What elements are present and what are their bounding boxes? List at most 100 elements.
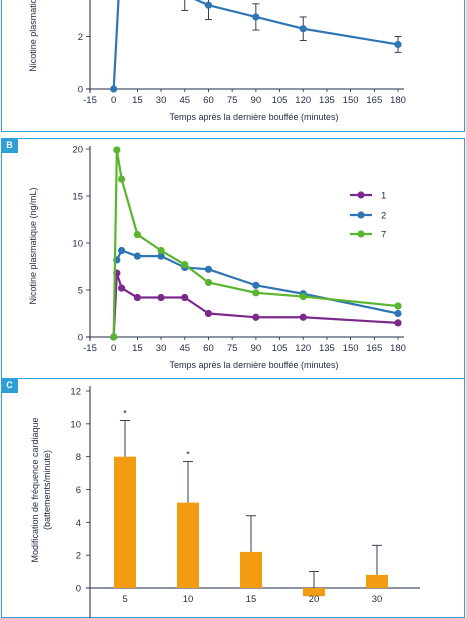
y-tick-label: 0 bbox=[78, 333, 83, 344]
series-line bbox=[112, 0, 399, 90]
y-tick-label: 15 bbox=[72, 192, 83, 203]
data-point bbox=[110, 333, 118, 341]
y-tick-label: 10 bbox=[72, 239, 83, 250]
series-line bbox=[115, 249, 399, 315]
x-tick-label: 30 bbox=[156, 343, 167, 354]
data-point bbox=[299, 313, 307, 321]
panel-c-badge: C bbox=[1, 378, 18, 393]
series-line bbox=[112, 148, 399, 338]
legend-label: 2 bbox=[381, 211, 386, 222]
y-axis-title: Nicotine plasmatique bbox=[28, 0, 38, 72]
x-tick-label: -15 bbox=[83, 95, 97, 106]
x-axis-title: Temps après la dernière bouffée (minutes… bbox=[170, 112, 339, 122]
y-tick-label: 20 bbox=[72, 145, 83, 156]
data-point bbox=[117, 284, 126, 292]
x-tick-label: 45 bbox=[179, 95, 190, 106]
legend-swatch-marker bbox=[357, 230, 365, 238]
x-tick-label: 75 bbox=[227, 343, 238, 354]
x-tick-label: 165 bbox=[366, 343, 382, 354]
data-point bbox=[299, 25, 307, 33]
bar bbox=[114, 456, 136, 588]
significance-marker: * bbox=[123, 409, 127, 420]
x-tick-label: 60 bbox=[203, 343, 214, 354]
data-point bbox=[252, 313, 260, 321]
y-axis-title: Nicotine plasmatique (ng/mL) bbox=[28, 187, 38, 304]
data-point bbox=[204, 265, 213, 273]
data-point bbox=[117, 175, 126, 183]
series-line bbox=[112, 271, 399, 338]
y-tick-label: 2 bbox=[78, 32, 83, 43]
y-axis-title-line-2: (battements/minute) bbox=[42, 450, 52, 530]
x-tick-label: 135 bbox=[319, 95, 335, 106]
data-point bbox=[157, 252, 165, 260]
bar bbox=[240, 551, 262, 588]
data-point bbox=[204, 309, 213, 318]
x-tick-label: 105 bbox=[272, 95, 288, 106]
data-point bbox=[394, 309, 402, 318]
data-point bbox=[252, 13, 260, 21]
data-point bbox=[394, 319, 402, 327]
data-point bbox=[181, 261, 189, 269]
data-point bbox=[133, 252, 141, 260]
data-point bbox=[133, 293, 141, 302]
y-tick-label: 10 bbox=[70, 419, 81, 430]
y-tick-label: 6 bbox=[76, 485, 81, 496]
data-point bbox=[299, 292, 307, 301]
x-tick-label: 45 bbox=[179, 343, 190, 354]
panel-b-badge: B bbox=[1, 138, 18, 153]
legend-swatch-marker bbox=[357, 211, 365, 219]
x-tick-label: 15 bbox=[132, 95, 143, 106]
data-point bbox=[157, 246, 165, 255]
chart-c: 0 2 4 6 8 10 12 Modification de fréquence cardi… bbox=[30, 386, 420, 618]
panel-a-frame bbox=[1, 0, 465, 132]
data-point bbox=[252, 289, 260, 297]
legend-label: 1 bbox=[381, 191, 386, 202]
data-point bbox=[133, 230, 141, 239]
chart-b: -15 0 15 30 45 60 75 90 105 120 135 150 165 180051015… bbox=[28, 145, 406, 371]
panel-c: C 0 2 4 6 8 10 12 Modification de fréquence car… bbox=[0, 378, 466, 618]
data-point bbox=[113, 146, 121, 154]
data-point bbox=[394, 40, 402, 49]
x-tick-label: 120 bbox=[295, 95, 311, 106]
data-point bbox=[204, 278, 213, 287]
data-point bbox=[117, 246, 126, 255]
x-tick-label: 0 bbox=[111, 95, 116, 106]
panel-b: B -15 0 15 30 45 60 75 90 105 120 135 150 165 180 0 5 10… bbox=[0, 138, 466, 384]
x-tick-label: 150 bbox=[343, 343, 359, 354]
y-tick-label: 5 bbox=[78, 286, 83, 297]
data-point bbox=[252, 281, 260, 289]
data-point bbox=[157, 293, 165, 302]
x-tick-label: 150 bbox=[343, 95, 359, 106]
legend-label: 7 bbox=[381, 230, 386, 241]
bar bbox=[366, 574, 388, 588]
x-tick-label: 135 bbox=[319, 343, 335, 354]
x-tick-label: 180 bbox=[390, 95, 406, 106]
x-axis-title: Temps après la dernière bouffée (minutes… bbox=[170, 360, 339, 370]
y-tick-label: 0 bbox=[76, 584, 81, 595]
x-tick-label: 180 bbox=[390, 343, 406, 354]
x-tick-label: 90 bbox=[251, 343, 262, 354]
x-tick-label: 0 bbox=[111, 343, 116, 354]
data-point bbox=[394, 302, 402, 310]
significance-marker: * bbox=[186, 450, 190, 461]
data-point bbox=[110, 85, 118, 93]
y-tick-label: 8 bbox=[76, 452, 81, 463]
y-axis-title-line-1: Modification de fréquence cardiaque bbox=[30, 417, 40, 562]
chart-a: -150153045607590105120135150165180024Tem… bbox=[28, 0, 406, 122]
legend-swatch-marker bbox=[357, 191, 365, 199]
x-tick-label: -15 bbox=[83, 343, 97, 354]
y-tick-label: 2 bbox=[76, 551, 81, 562]
bar bbox=[177, 502, 199, 588]
x-tick-label: 60 bbox=[203, 95, 214, 106]
y-tick-label: 12 bbox=[70, 387, 81, 398]
x-tick-label: 75 bbox=[227, 95, 238, 106]
y-tick-label: 4 bbox=[76, 518, 81, 529]
bar bbox=[303, 588, 325, 597]
x-tick-label: 105 bbox=[272, 343, 288, 354]
panel-a: -150153045607590105120135150165180024Tem… bbox=[0, 0, 466, 132]
x-tick-label: 165 bbox=[366, 95, 382, 106]
x-tick-label: 30 bbox=[156, 95, 167, 106]
x-tick-label: 120 bbox=[295, 343, 311, 354]
x-tick-label: 15 bbox=[132, 343, 143, 354]
data-point bbox=[204, 1, 213, 9]
